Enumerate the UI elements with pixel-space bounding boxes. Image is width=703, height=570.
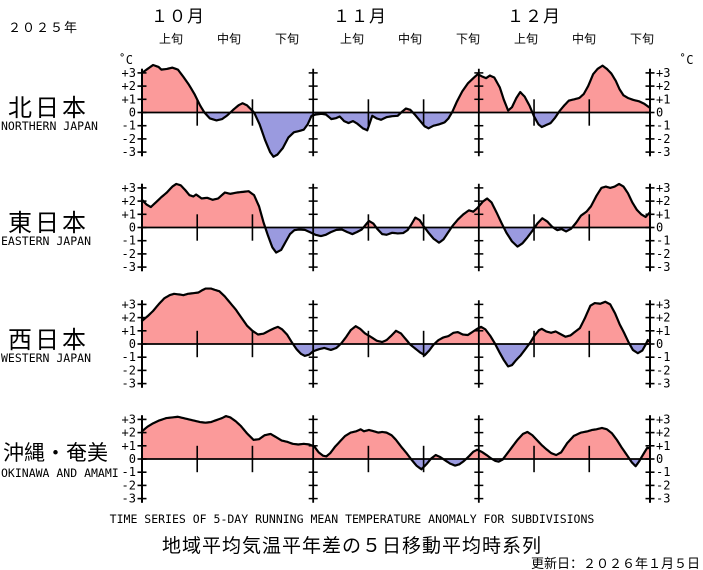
area-positive bbox=[142, 416, 650, 459]
anomaly-curve bbox=[140, 63, 652, 158]
year-label: ２０２５年 bbox=[8, 21, 79, 36]
y-tick-label: +2 bbox=[122, 79, 136, 93]
y-tick-label: -3 bbox=[122, 377, 136, 391]
y-tick-label: 0 bbox=[656, 337, 663, 351]
y-tick-label: 0 bbox=[656, 221, 663, 235]
y-tick-label: -2 bbox=[122, 363, 136, 377]
area-positive bbox=[142, 64, 650, 113]
month-label-nov: １１月 bbox=[333, 7, 387, 27]
y-tick-label: 0 bbox=[656, 452, 663, 466]
decade-label: 中旬 bbox=[216, 32, 242, 46]
region-name-en-eastern-japan: EASTERN JAPAN bbox=[1, 234, 92, 248]
region-name-en-northern-japan: NORTHERN JAPAN bbox=[1, 119, 98, 133]
y-tick-label: +3 bbox=[122, 66, 136, 80]
y-tick-label: -1 bbox=[656, 465, 670, 479]
region-name-northern-japan: 北日本 bbox=[8, 94, 89, 122]
y-tick-label: -1 bbox=[122, 350, 136, 364]
y-tick-label: 0 bbox=[656, 106, 663, 120]
region-name-okinawa-amami: 沖縄・奄美 bbox=[3, 441, 108, 465]
y-tick-label: +3 bbox=[656, 66, 670, 80]
y-tick-label: 0 bbox=[129, 337, 136, 351]
unit-label-celsius: ˚C bbox=[679, 52, 693, 67]
y-tick-label: +1 bbox=[656, 324, 670, 338]
area-negative bbox=[142, 112, 650, 157]
footer-title-ja: 地域平均気温平年差の５日移動平均時系列 bbox=[161, 535, 543, 557]
region-name-eastern-japan: 東日本 bbox=[8, 209, 89, 237]
y-tick-label: -2 bbox=[122, 132, 136, 146]
area-negative bbox=[142, 459, 650, 470]
y-tick-label: -3 bbox=[656, 260, 670, 274]
anomaly-curve bbox=[140, 415, 652, 471]
y-tick-label: +1 bbox=[656, 92, 670, 106]
y-tick-label: 0 bbox=[129, 221, 136, 235]
y-tick-label: +3 bbox=[122, 181, 136, 195]
footer-title-en: TIME SERIES OF 5-DAY RUNNING MEAN TEMPER… bbox=[109, 512, 595, 526]
unit-label-celsius: ˚C bbox=[119, 52, 133, 67]
y-tick-label: +2 bbox=[122, 426, 136, 440]
y-tick-label: +1 bbox=[122, 92, 136, 106]
anomaly-curve bbox=[140, 182, 652, 254]
footer-updated-date: 更新日：２０２６年１月５日 bbox=[530, 557, 700, 570]
y-tick-label: -2 bbox=[656, 478, 670, 492]
y-tick-label: -3 bbox=[122, 492, 136, 506]
y-tick-label: +2 bbox=[656, 311, 670, 325]
y-tick-label: +3 bbox=[656, 297, 670, 311]
y-tick-label: 0 bbox=[129, 106, 136, 120]
y-tick-label: -1 bbox=[122, 234, 136, 248]
y-tick-label: -2 bbox=[656, 247, 670, 261]
y-tick-label: -3 bbox=[122, 260, 136, 274]
decade-label: 上旬 bbox=[339, 32, 365, 46]
y-tick-label: +3 bbox=[122, 412, 136, 426]
area-negative bbox=[142, 344, 650, 367]
y-tick-label: -3 bbox=[122, 145, 136, 159]
month-label-dec: １２月 bbox=[507, 7, 561, 27]
y-tick-label: -1 bbox=[122, 465, 136, 479]
decade-label: 下旬 bbox=[274, 32, 300, 46]
y-tick-label: +1 bbox=[122, 439, 136, 453]
y-tick-label: 0 bbox=[129, 452, 136, 466]
y-tick-label: +2 bbox=[122, 194, 136, 208]
y-tick-label: -2 bbox=[122, 247, 136, 261]
y-tick-label: +1 bbox=[122, 207, 136, 221]
y-tick-label: +3 bbox=[656, 181, 670, 195]
area-positive bbox=[142, 183, 650, 228]
y-tick-label: +1 bbox=[656, 207, 670, 221]
decade-label: 下旬 bbox=[629, 32, 655, 46]
region-name-en-western-japan: WESTERN JAPAN bbox=[1, 351, 92, 365]
y-tick-label: +2 bbox=[122, 311, 136, 325]
y-tick-label: -1 bbox=[656, 350, 670, 364]
y-tick-label: -1 bbox=[656, 119, 670, 133]
region-name-western-japan: 西日本 bbox=[8, 326, 89, 354]
area-positive bbox=[142, 288, 650, 344]
y-tick-label: +2 bbox=[656, 426, 670, 440]
month-label-oct: １０月 bbox=[151, 7, 205, 27]
y-tick-label: +2 bbox=[656, 194, 670, 208]
decade-label: 上旬 bbox=[513, 32, 539, 46]
y-tick-label: -3 bbox=[656, 377, 670, 391]
decade-label: 下旬 bbox=[455, 32, 481, 46]
y-tick-label: -1 bbox=[656, 234, 670, 248]
decade-label: 中旬 bbox=[397, 32, 423, 46]
y-tick-label: -3 bbox=[656, 492, 670, 506]
y-tick-label: -2 bbox=[122, 478, 136, 492]
region-name-en-okinawa-amami: OKINAWA AND AMAMI bbox=[1, 466, 119, 480]
area-negative bbox=[142, 227, 650, 253]
y-tick-label: +3 bbox=[122, 297, 136, 311]
y-tick-label: +1 bbox=[656, 439, 670, 453]
y-tick-label: +1 bbox=[122, 324, 136, 338]
y-tick-label: -2 bbox=[656, 363, 670, 377]
y-tick-label: +2 bbox=[656, 79, 670, 93]
y-tick-label: -3 bbox=[656, 145, 670, 159]
decade-label: 中旬 bbox=[571, 32, 597, 46]
y-tick-label: -2 bbox=[656, 132, 670, 146]
y-tick-label: -1 bbox=[122, 119, 136, 133]
anomaly-curve bbox=[140, 287, 652, 368]
decade-label: 上旬 bbox=[158, 32, 184, 46]
y-tick-label: +3 bbox=[656, 412, 670, 426]
